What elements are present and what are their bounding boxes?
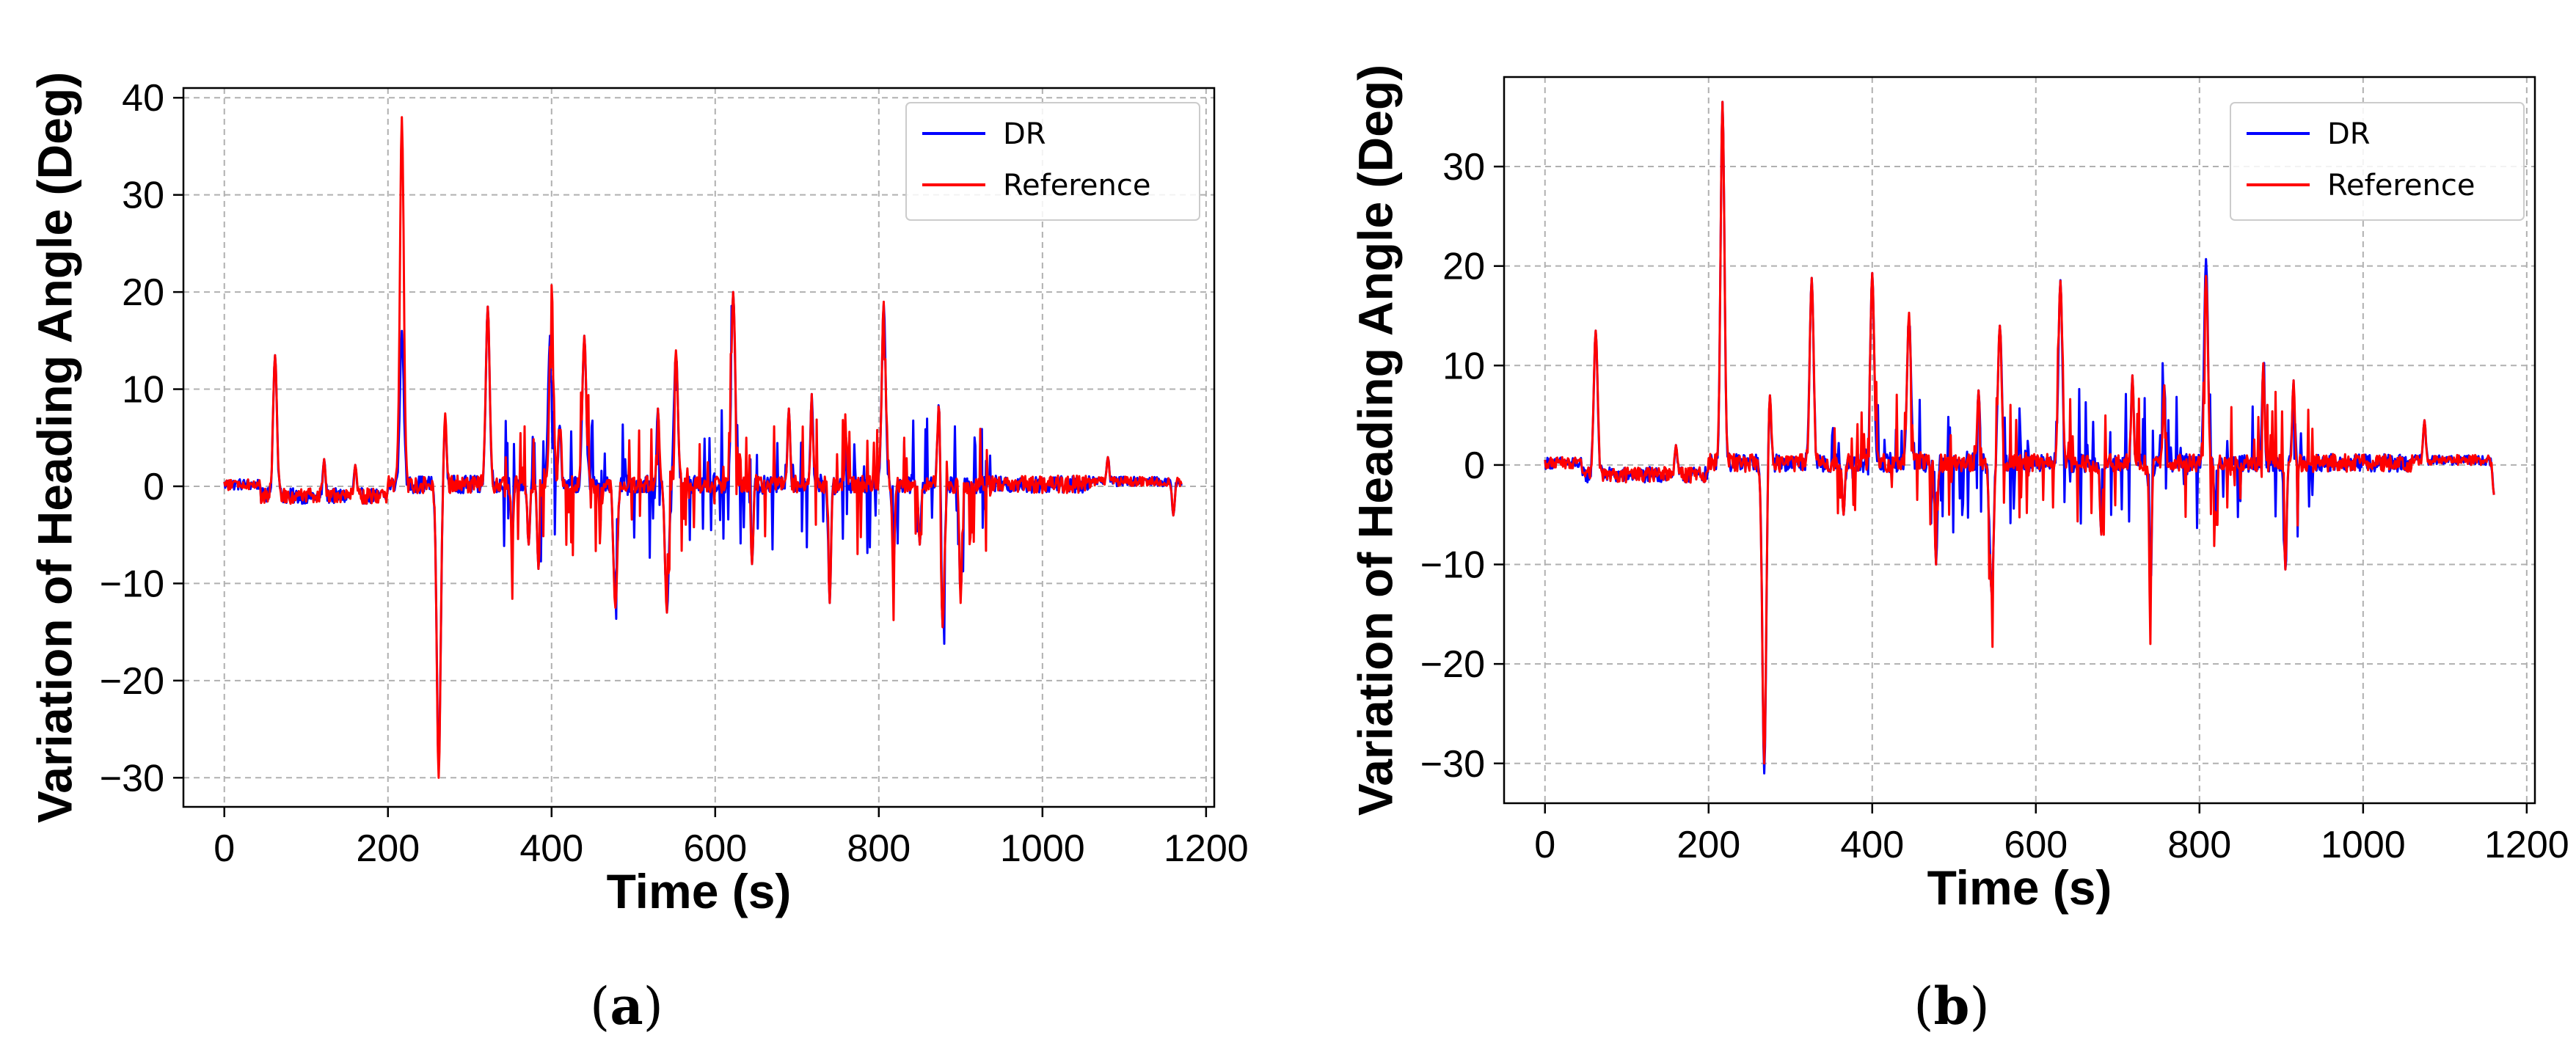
y-axis-title-b: Variation of Heading Angle (Deg) — [1348, 65, 1402, 816]
y-tick-label: 30 — [122, 175, 164, 217]
y-axis-title-a: Variation of Heading Angle (Deg) — [27, 72, 81, 823]
y-tick-label: −20 — [100, 660, 164, 703]
y-tick-label: −10 — [1420, 544, 1485, 587]
x-tick-label: 400 — [1840, 824, 1904, 866]
y-tick-label: 20 — [1442, 246, 1485, 288]
caption-letter-a: a — [610, 976, 643, 1036]
x-tick-label: 1000 — [2321, 824, 2406, 866]
series-line-reference — [223, 116, 1183, 779]
ticks-a: 0 200 400 600 800 1000 1200 −30 −20 −10 0 10 20 30 40 — [100, 77, 1249, 870]
ticks-b: 0 200 400 600 800 1000 1200 −30 −20 −10 0 10 20 30 — [1420, 146, 2569, 866]
y-tick-label: 40 — [122, 77, 164, 120]
x-tick-label: 0 — [1534, 824, 1555, 866]
plot-frame-a — [182, 87, 1216, 808]
caption-open-b: ( — [1913, 976, 1933, 1036]
caption-letter-b: b — [1934, 976, 1970, 1036]
y-tick-label: 30 — [1442, 146, 1485, 189]
x-tick-label: 600 — [2004, 824, 2068, 866]
x-axis-title-b: Time (s) — [1927, 860, 2112, 915]
legend-a: DR Reference — [905, 102, 1200, 221]
chart-panel-b: 0 200 400 600 800 1000 1200 −30 −20 −10 0 10 20 30 Ti… — [1348, 65, 2569, 1036]
caption-close-b: ) — [1969, 976, 1989, 1036]
legend-label-reference-b: Reference — [2327, 169, 2475, 202]
x-axis-title-a: Time (s) — [607, 864, 792, 918]
x-tick-label: 1000 — [1000, 827, 1085, 870]
y-tick-label: 10 — [1442, 345, 1485, 387]
y-tick-label: 10 — [122, 369, 164, 412]
x-tick-label: 1200 — [2484, 824, 2569, 866]
legend-label-dr-b: DR — [2327, 117, 2371, 151]
y-tick-label: −30 — [1420, 743, 1485, 786]
x-tick-label: 200 — [356, 827, 420, 870]
caption-close-a: ) — [643, 976, 663, 1036]
legend-label-reference-a: Reference — [1003, 169, 1150, 202]
legend-b: DR Reference — [2230, 102, 2525, 221]
y-tick-label: 20 — [122, 271, 164, 314]
caption-open-a: ( — [590, 976, 610, 1036]
caption-b: (b) — [1913, 976, 1990, 1036]
x-tick-label: 800 — [2167, 824, 2231, 866]
series-line-reference — [1544, 100, 2495, 765]
legend-box-a — [905, 102, 1200, 221]
x-tick-label: 400 — [519, 827, 583, 870]
plot-frame-b — [1503, 76, 2536, 805]
x-tick-label: 1200 — [1164, 827, 1249, 870]
y-tick-label: −20 — [1420, 643, 1485, 686]
y-tick-label: −10 — [100, 563, 164, 605]
x-tick-label: 0 — [214, 827, 235, 870]
y-tick-label: 0 — [1464, 445, 1485, 487]
y-tick-label: −30 — [100, 757, 164, 800]
x-tick-label: 200 — [1676, 824, 1740, 866]
caption-a: (a) — [590, 976, 663, 1036]
legend-label-dr-a: DR — [1003, 117, 1046, 151]
chart-panel-a: 0 200 400 600 800 1000 1200−30−20−10010203040 … — [27, 72, 1248, 1036]
plot-lines-a — [223, 116, 1183, 779]
x-tick-label: 800 — [847, 827, 911, 870]
legend-box-b — [2230, 102, 2525, 221]
plot-lines-b — [1544, 100, 2495, 775]
x-tick-label: 600 — [683, 827, 747, 870]
y-tick-label: 0 — [143, 466, 164, 508]
